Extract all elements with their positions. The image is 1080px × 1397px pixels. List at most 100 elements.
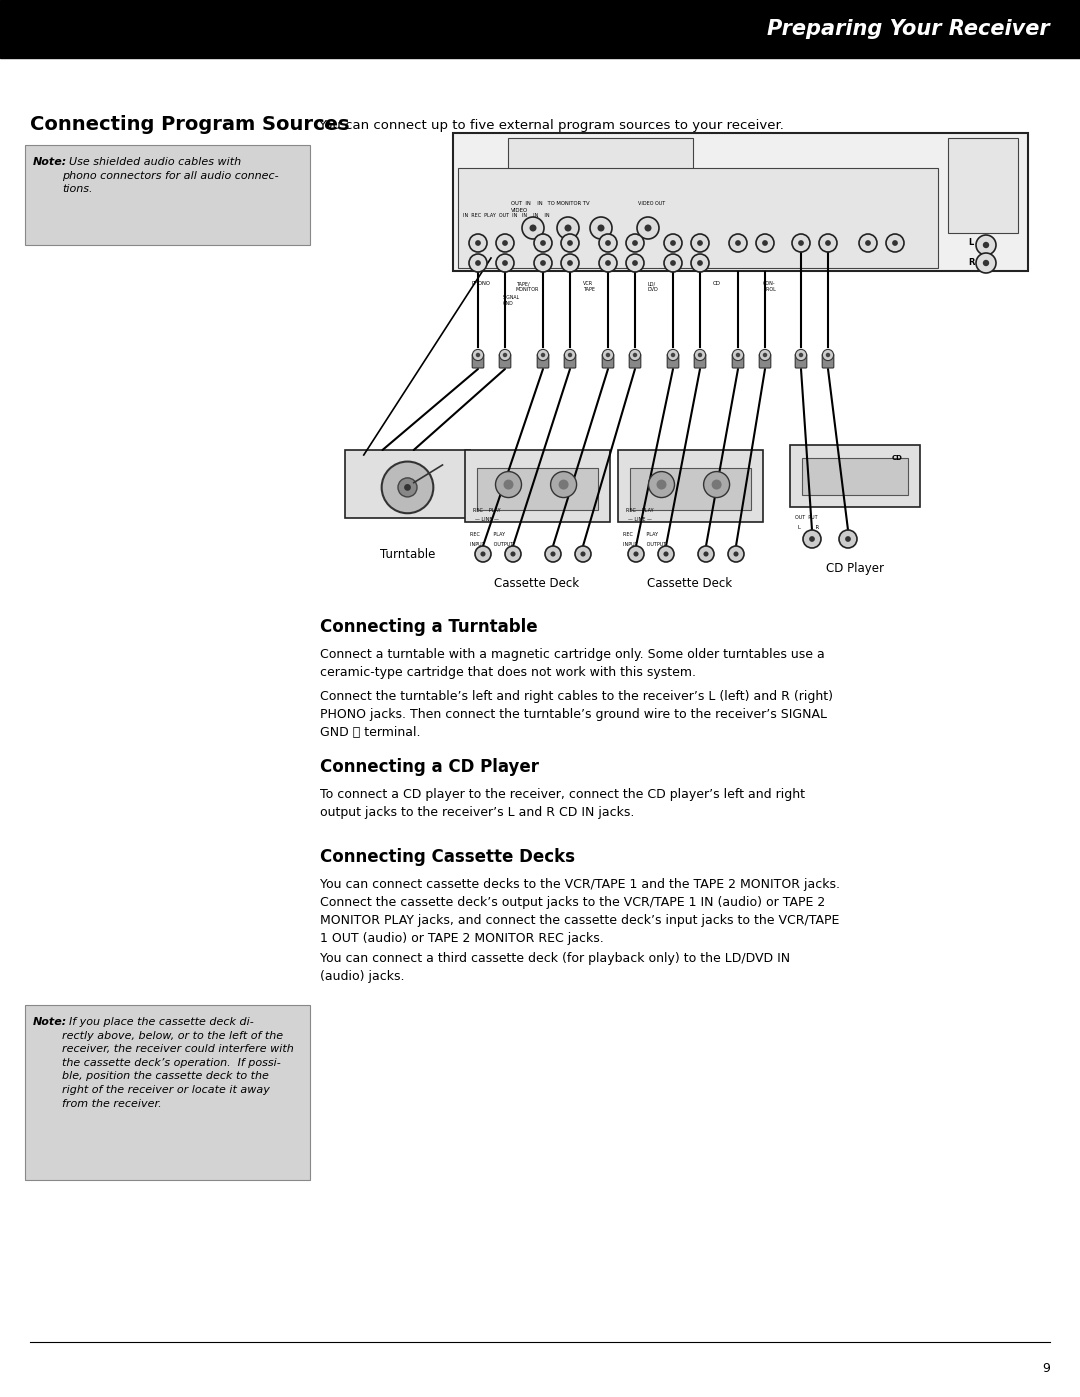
Circle shape bbox=[670, 240, 676, 246]
FancyBboxPatch shape bbox=[345, 450, 470, 518]
Circle shape bbox=[658, 546, 674, 562]
Circle shape bbox=[481, 552, 486, 556]
Circle shape bbox=[540, 240, 545, 246]
FancyBboxPatch shape bbox=[759, 353, 771, 367]
FancyBboxPatch shape bbox=[822, 353, 834, 367]
Circle shape bbox=[657, 479, 666, 489]
Text: Connecting a Turntable: Connecting a Turntable bbox=[320, 617, 538, 636]
FancyBboxPatch shape bbox=[465, 450, 610, 522]
Circle shape bbox=[580, 552, 585, 556]
Circle shape bbox=[795, 349, 807, 360]
Circle shape bbox=[633, 353, 637, 358]
Circle shape bbox=[496, 472, 522, 497]
Text: INPUT      OUTPUT: INPUT OUTPUT bbox=[623, 542, 666, 548]
FancyBboxPatch shape bbox=[537, 353, 549, 367]
Circle shape bbox=[541, 353, 545, 358]
Circle shape bbox=[728, 546, 744, 562]
Circle shape bbox=[819, 235, 837, 251]
Text: You can connect up to five external program sources to your receiver.: You can connect up to five external prog… bbox=[318, 119, 784, 131]
FancyBboxPatch shape bbox=[25, 1004, 310, 1180]
Circle shape bbox=[667, 349, 678, 360]
Circle shape bbox=[551, 552, 555, 556]
Circle shape bbox=[599, 254, 617, 272]
Circle shape bbox=[799, 353, 804, 358]
Text: Connecting Cassette Decks: Connecting Cassette Decks bbox=[320, 848, 575, 866]
Circle shape bbox=[561, 235, 579, 251]
Text: Connect a turntable with a magnetic cartridge only. Some older turntables use a
: Connect a turntable with a magnetic cart… bbox=[320, 648, 825, 679]
Text: INPUT      OUTPUT: INPUT OUTPUT bbox=[470, 542, 513, 548]
Circle shape bbox=[762, 353, 767, 358]
Circle shape bbox=[634, 552, 638, 556]
Text: REC         PLAY: REC PLAY bbox=[470, 532, 505, 536]
Circle shape bbox=[886, 235, 904, 251]
Circle shape bbox=[825, 240, 831, 246]
Circle shape bbox=[698, 546, 714, 562]
Circle shape bbox=[762, 240, 768, 246]
Circle shape bbox=[558, 479, 568, 489]
Text: Cassette Deck: Cassette Deck bbox=[647, 577, 732, 590]
Circle shape bbox=[756, 235, 774, 251]
Text: L: L bbox=[968, 237, 973, 247]
Circle shape bbox=[670, 260, 676, 265]
Circle shape bbox=[511, 552, 515, 556]
Text: To connect a CD player to the receiver, connect the CD player’s left and right
o: To connect a CD player to the receiver, … bbox=[320, 788, 805, 819]
FancyBboxPatch shape bbox=[667, 353, 679, 367]
Text: CON-
TROL: CON- TROL bbox=[762, 281, 775, 292]
FancyBboxPatch shape bbox=[694, 353, 706, 367]
Circle shape bbox=[804, 529, 821, 548]
Text: Turntable: Turntable bbox=[380, 548, 435, 562]
Text: Connect the turntable’s left and right cables to the receiver’s L (left) and R (: Connect the turntable’s left and right c… bbox=[320, 690, 833, 739]
Text: L         R: L R bbox=[798, 525, 819, 529]
Circle shape bbox=[732, 349, 744, 360]
Circle shape bbox=[626, 235, 644, 251]
Circle shape bbox=[698, 353, 702, 358]
Circle shape bbox=[561, 254, 579, 272]
Circle shape bbox=[469, 235, 487, 251]
Text: OUT  IN    IN   TO MONITOR TV: OUT IN IN TO MONITOR TV bbox=[511, 201, 590, 205]
FancyBboxPatch shape bbox=[630, 353, 640, 367]
Circle shape bbox=[976, 253, 996, 272]
FancyBboxPatch shape bbox=[789, 446, 920, 507]
Circle shape bbox=[472, 349, 484, 360]
FancyBboxPatch shape bbox=[458, 168, 939, 268]
Text: VCR
TAPE: VCR TAPE bbox=[583, 281, 595, 292]
FancyBboxPatch shape bbox=[630, 468, 751, 510]
Circle shape bbox=[534, 235, 552, 251]
FancyBboxPatch shape bbox=[472, 353, 484, 367]
Circle shape bbox=[540, 260, 545, 265]
Circle shape bbox=[567, 240, 572, 246]
Circle shape bbox=[502, 260, 508, 265]
Circle shape bbox=[839, 529, 858, 548]
Circle shape bbox=[637, 217, 659, 239]
Circle shape bbox=[545, 546, 561, 562]
Text: CD: CD bbox=[713, 281, 721, 286]
Text: VIDEO: VIDEO bbox=[511, 208, 528, 212]
Text: LD/
DVD: LD/ DVD bbox=[648, 281, 659, 292]
Text: TAPE/
MONITOR: TAPE/ MONITOR bbox=[516, 281, 539, 292]
Circle shape bbox=[475, 240, 481, 246]
Circle shape bbox=[798, 240, 804, 246]
Circle shape bbox=[557, 217, 579, 239]
Circle shape bbox=[645, 225, 651, 232]
Circle shape bbox=[529, 225, 537, 232]
FancyBboxPatch shape bbox=[802, 458, 908, 495]
Circle shape bbox=[599, 235, 617, 251]
Circle shape bbox=[703, 472, 730, 497]
Circle shape bbox=[565, 225, 571, 232]
Circle shape bbox=[859, 235, 877, 251]
Circle shape bbox=[694, 349, 705, 360]
Text: PHONO: PHONO bbox=[471, 281, 490, 286]
Circle shape bbox=[632, 240, 638, 246]
Text: CD Player: CD Player bbox=[826, 562, 885, 576]
Circle shape bbox=[712, 479, 721, 489]
Circle shape bbox=[505, 546, 521, 562]
Circle shape bbox=[632, 260, 638, 265]
Circle shape bbox=[663, 552, 669, 556]
Circle shape bbox=[496, 235, 514, 251]
Circle shape bbox=[476, 353, 481, 358]
Circle shape bbox=[729, 235, 747, 251]
Text: Note:: Note: bbox=[33, 156, 67, 168]
Text: REC    PLAY: REC PLAY bbox=[473, 509, 501, 513]
FancyBboxPatch shape bbox=[25, 145, 310, 244]
Circle shape bbox=[568, 353, 572, 358]
